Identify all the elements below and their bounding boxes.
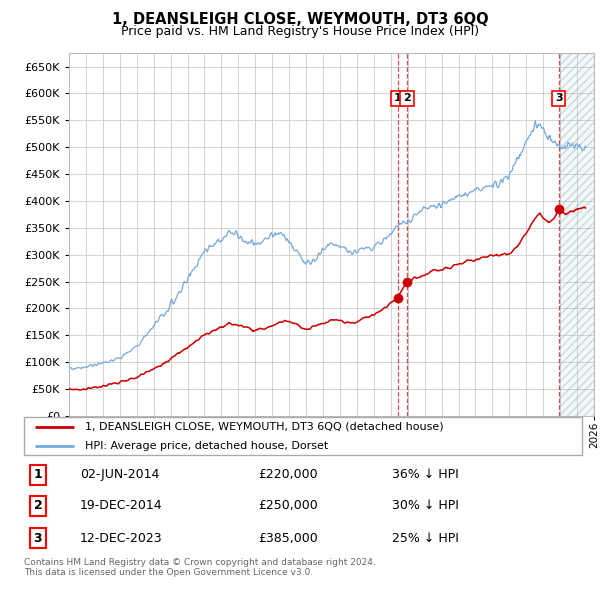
Text: 2: 2 — [34, 499, 43, 513]
Text: 1, DEANSLEIGH CLOSE, WEYMOUTH, DT3 6QQ: 1, DEANSLEIGH CLOSE, WEYMOUTH, DT3 6QQ — [112, 12, 488, 27]
Bar — [560, 53, 594, 416]
Text: 1: 1 — [394, 93, 402, 103]
Text: HPI: Average price, detached house, Dorset: HPI: Average price, detached house, Dors… — [85, 441, 329, 451]
Text: Price paid vs. HM Land Registry's House Price Index (HPI): Price paid vs. HM Land Registry's House … — [121, 25, 479, 38]
Text: 30% ↓ HPI: 30% ↓ HPI — [392, 499, 459, 513]
Text: 3: 3 — [34, 532, 42, 545]
Text: 2: 2 — [403, 93, 411, 103]
Text: 3: 3 — [555, 93, 563, 103]
Text: 02-JUN-2014: 02-JUN-2014 — [80, 468, 159, 481]
Text: 19-DEC-2014: 19-DEC-2014 — [80, 499, 163, 513]
Text: 36% ↓ HPI: 36% ↓ HPI — [392, 468, 459, 481]
Bar — [560, 53, 594, 416]
Text: 12-DEC-2023: 12-DEC-2023 — [80, 532, 163, 545]
Text: 1: 1 — [34, 468, 43, 481]
Text: £385,000: £385,000 — [259, 532, 318, 545]
FancyBboxPatch shape — [24, 417, 582, 455]
Text: Contains HM Land Registry data © Crown copyright and database right 2024.
This d: Contains HM Land Registry data © Crown c… — [24, 558, 376, 577]
Text: £250,000: £250,000 — [259, 499, 318, 513]
Text: 1, DEANSLEIGH CLOSE, WEYMOUTH, DT3 6QQ (detached house): 1, DEANSLEIGH CLOSE, WEYMOUTH, DT3 6QQ (… — [85, 422, 444, 432]
Text: £220,000: £220,000 — [259, 468, 318, 481]
Text: 25% ↓ HPI: 25% ↓ HPI — [392, 532, 459, 545]
